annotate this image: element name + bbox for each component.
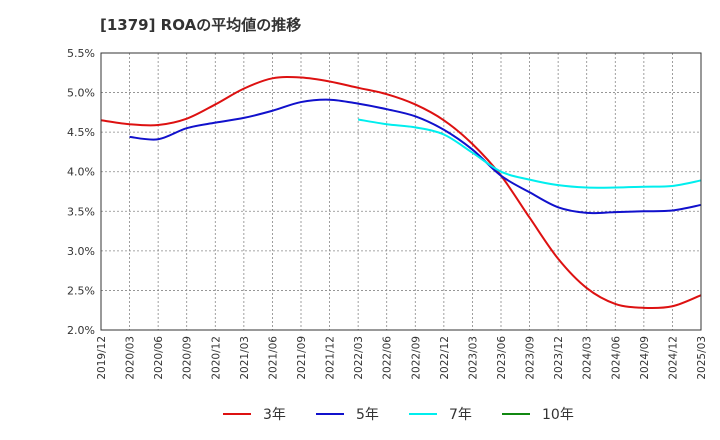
y-tick-label: 3.5% <box>67 205 95 218</box>
y-tick-label: 2.0% <box>67 324 95 337</box>
grid <box>101 53 701 330</box>
x-tick-label: 2021/12 <box>325 336 337 380</box>
x-tick-label: 2023/06 <box>496 336 508 380</box>
x-tick-label: 2023/09 <box>525 336 537 380</box>
plot-frame <box>100 52 702 331</box>
series-lines <box>100 76 702 310</box>
x-tick-label: 2023/12 <box>553 336 565 380</box>
x-axis: 2019/12 2020/03 2020/06 2020/09 2020/12 2021/… <box>96 336 708 380</box>
y-tick-label: 4.0% <box>67 166 95 179</box>
x-tick-label: 2022/09 <box>410 336 422 380</box>
x-tick-label: 2021/06 <box>267 336 279 380</box>
x-tick-label: 2024/03 <box>582 336 594 380</box>
x-tick-label: 2021/03 <box>239 336 251 380</box>
legend-label-1: 3年 <box>263 407 286 423</box>
y-tick-label: 4.5% <box>67 126 95 139</box>
x-tick-label: 2020/03 <box>125 336 137 380</box>
x-tick-label: 2024/09 <box>639 336 651 380</box>
series-line-3 <box>357 118 702 189</box>
x-tick-label: 2020/09 <box>182 336 194 380</box>
legend-label-3: 7年 <box>449 407 472 423</box>
y-tick-label: 3.0% <box>67 245 95 258</box>
x-tick-label: 2024/06 <box>610 336 622 380</box>
series-line-1 <box>100 76 702 310</box>
chart-title: [1379] ROAの平均値の推移 <box>100 16 302 34</box>
x-tick-label: 2019/12 <box>96 336 108 380</box>
x-tick-label: 2024/12 <box>667 336 679 380</box>
legend-label-2: 5年 <box>356 407 379 423</box>
series-line-2 <box>129 98 702 215</box>
x-tick-label: 2023/03 <box>467 336 479 380</box>
y-tick-label: 5.0% <box>67 87 95 100</box>
y-tick-label: 5.5% <box>67 47 95 60</box>
y-tick-label: 2.5% <box>67 284 95 297</box>
x-tick-label: 2022/06 <box>382 336 394 380</box>
x-tick-label: 2025/03 <box>696 336 708 380</box>
x-tick-label: 2021/09 <box>296 336 308 380</box>
x-tick-label: 2020/06 <box>153 336 165 380</box>
x-tick-label: 2022/12 <box>439 336 451 380</box>
legend-label-4: 10年 <box>542 407 574 423</box>
y-axis: 2.0% 2.5% 3.0% 3.5% 4.0% 4.5% 5.0% 5.5% <box>67 47 95 337</box>
legend: 3年 5年 7年 10年 <box>223 407 574 423</box>
x-tick-label: 2022/03 <box>353 336 365 380</box>
x-tick-label: 2020/12 <box>210 336 222 380</box>
